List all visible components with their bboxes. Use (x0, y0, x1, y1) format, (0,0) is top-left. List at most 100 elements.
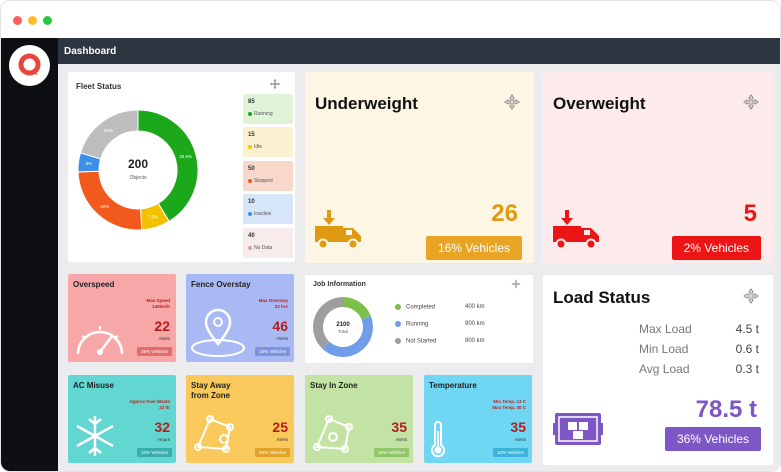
fleet-donut-segment-label: 7.5% (148, 215, 158, 220)
job-donut-segment[interactable] (322, 315, 373, 357)
overspeed-tile[interactable]: Overspeed Max Speed 140km/h 22 Alerts 25%… (68, 274, 176, 362)
zone-polygon-icon (309, 411, 357, 462)
underweight-count: 26 (491, 200, 518, 227)
legend-text: Inactive (254, 211, 272, 217)
legend-label: Idle (248, 144, 262, 150)
legend-stopped[interactable]: 50 Stopped (243, 161, 293, 191)
tile-vehicles-badge[interactable]: 10% Vehicles (136, 448, 172, 457)
tile-vehicles-badge[interactable]: 15% Vehicles (373, 448, 409, 457)
tile-title-line: Stay Away (191, 381, 231, 390)
minimize-window-button[interactable] (28, 16, 37, 25)
tile-count: 25 (272, 419, 288, 435)
close-window-button[interactable] (13, 16, 22, 25)
legend-dot (248, 211, 252, 216)
fleet-donut-segment-label: 5% (86, 161, 93, 166)
legend-no-data[interactable]: 40 No Data (243, 228, 293, 258)
tile-vehicles-badge[interactable]: 10% Vehicles (492, 448, 528, 457)
overweight-card[interactable]: Overweight 5 2% Vehicles (543, 72, 773, 263)
job-donut-segment[interactable] (343, 297, 371, 320)
tile-subtext-line: Approx Fuel Waste (129, 399, 170, 404)
tile-vehicles-badge[interactable]: 20% Vehicles (254, 448, 290, 457)
tile-vehicles-badge[interactable]: 15% Vehicles (254, 347, 290, 356)
legend-label: Running (248, 111, 273, 117)
move-arrows-icon[interactable] (511, 279, 527, 295)
fleet-donut-segment-label: 25% (100, 204, 109, 209)
load-status-badge[interactable]: 36% Vehicles (664, 427, 761, 451)
load-status-total: 78.5 t (695, 396, 757, 423)
tile-subtext-line: 22 ltr (159, 405, 170, 410)
job-row-completed: Completed 400 km (395, 304, 491, 311)
load-status-card[interactable]: Load Status Max Load 4.5 t Min Load 0.6 … (543, 275, 773, 465)
legend-inactive[interactable]: 10 Inactive (243, 194, 293, 224)
cargo-box-icon (553, 409, 603, 454)
tile-title: Fence Overstay (191, 280, 251, 289)
tile-subtext-line: Max Temp. 40 C (492, 405, 526, 410)
legend-count: 10 (248, 199, 255, 205)
fleet-donut-segment[interactable] (79, 109, 139, 160)
ac-misuse-tile[interactable]: AC Misuse Approx Fuel Waste 22 ltr 32 Hou… (68, 375, 176, 463)
legend-idle[interactable]: 15 Idle (243, 127, 293, 157)
fleet-donut-segment[interactable] (137, 109, 199, 222)
job-dot (395, 304, 401, 310)
legend-running[interactable]: 85 Running (243, 94, 293, 124)
top-bar: Dashboard (58, 38, 780, 64)
move-arrows-icon[interactable] (743, 288, 759, 304)
job-donut-segment[interactable] (313, 297, 343, 349)
tile-count: 22 (154, 318, 170, 334)
move-arrows-icon[interactable] (269, 78, 285, 94)
tile-unit: Alerts (158, 336, 170, 341)
tile-subtext: Max Overstay 22 hrs (259, 298, 288, 310)
job-information-donut-chart: 2100 Total (313, 297, 373, 357)
load-status-title: Load Status (553, 288, 651, 307)
legend-label: Inactive (248, 211, 271, 217)
stay-away-zone-tile[interactable]: Stay Away from Zone 25 Alerts 20% Vehicle… (186, 375, 294, 463)
move-arrows-icon[interactable] (743, 94, 759, 110)
fleet-status-donut-chart: 40.5% 7.5% 25% 5% 20% 200 Objects (77, 109, 199, 231)
tile-subtext-line: 22 hrs (274, 304, 288, 309)
tile-count: 46 (272, 318, 288, 334)
page-title: Dashboard (64, 46, 117, 57)
tile-unit: Alerts (395, 437, 407, 442)
job-information-title: Job Information (313, 281, 366, 288)
legend-count: 15 (248, 132, 255, 138)
underweight-badge[interactable]: 16% Vehicles (425, 236, 522, 260)
legend-text: Stopped (254, 178, 273, 184)
overweight-badge[interactable]: 2% Vehicles (671, 236, 761, 260)
tile-subtext: Approx Fuel Waste 22 ltr (129, 399, 170, 411)
tile-title: Temperature (429, 381, 477, 390)
dashboard-content: Fleet Status 40.5% 7.5% 25% 5% 20% 200 Objec… (58, 64, 780, 471)
legend-text: Idle (254, 144, 263, 150)
legend-label: Stopped (248, 178, 273, 184)
job-information-card: Job Information 2100 Total Completed 400… (305, 275, 533, 363)
job-dot (395, 321, 401, 327)
load-row-value: 4.5 t (735, 322, 759, 336)
tile-subtext: Max Speed 140km/h (146, 298, 170, 310)
move-arrows-icon[interactable] (504, 94, 520, 110)
tile-count: 35 (391, 419, 407, 435)
maximize-window-button[interactable] (43, 16, 52, 25)
job-row-running: Running 900 km (395, 321, 491, 328)
geofence-pin-icon (190, 308, 250, 362)
legend-label: No Data (248, 245, 272, 251)
app-logo-icon[interactable] (9, 45, 50, 86)
truck-down-icon (551, 210, 603, 255)
tile-title: Stay Away from Zone (191, 381, 231, 401)
job-row-value: 900 km (465, 321, 485, 327)
tile-title: Overspeed (73, 280, 115, 289)
zone-polygon-icon (190, 411, 238, 462)
job-center-label: Total (338, 329, 348, 334)
fleet-center-label: Objects (130, 175, 147, 181)
fleet-donut-segment-label: 20% (104, 128, 113, 133)
sidebar (1, 38, 58, 471)
underweight-card[interactable]: Underweight 26 16% Vehicles (305, 72, 534, 263)
tile-vehicles-badge[interactable]: 25% Vehicles (136, 347, 172, 356)
tile-title: AC Misuse (73, 381, 114, 390)
tile-title-line: from Zone (191, 391, 231, 400)
stay-in-zone-tile[interactable]: Stay In Zone 35 Alerts 15% Vehicles (305, 375, 413, 463)
tile-subtext: Min Temp. 13 C Max Temp. 40 C (492, 399, 526, 411)
legend-dot (248, 178, 252, 183)
fence-overstay-tile[interactable]: Fence Overstay Max Overstay 22 hrs 46 Ale… (186, 274, 294, 362)
underweight-title: Underweight (315, 94, 418, 113)
temperature-tile[interactable]: Temperature Min Temp. 13 C Max Temp. 40 C… (424, 375, 532, 463)
